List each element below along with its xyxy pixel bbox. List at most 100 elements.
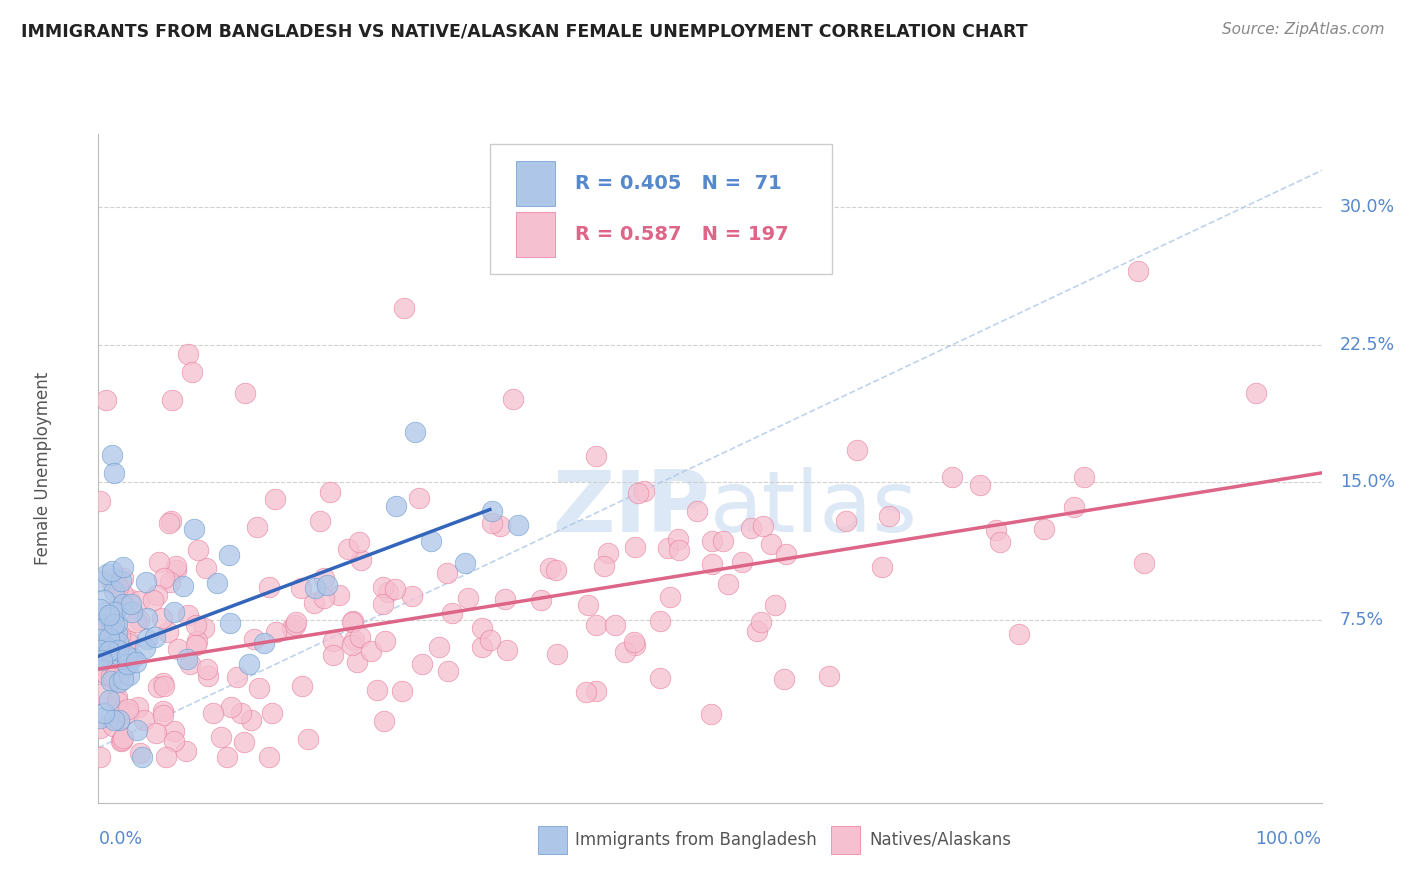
Point — [152, 704, 174, 718]
Point — [238, 657, 260, 671]
Point — [108, 714, 131, 728]
Point — [183, 523, 205, 537]
Point — [100, 669, 122, 683]
Point — [90, 574, 112, 588]
Point — [328, 588, 350, 602]
Point — [613, 645, 636, 659]
Point — [162, 605, 184, 619]
Point — [245, 520, 267, 534]
Point — [135, 574, 157, 589]
Point — [385, 499, 408, 513]
Point — [657, 541, 679, 556]
Point — [89, 650, 111, 665]
Point — [91, 643, 114, 657]
Point — [666, 533, 689, 547]
Point — [471, 640, 494, 654]
Point — [89, 616, 111, 631]
Point — [111, 560, 134, 574]
Point — [165, 563, 187, 577]
Point — [100, 564, 122, 578]
Point — [103, 714, 125, 728]
Point — [877, 509, 900, 524]
Point — [152, 676, 174, 690]
Point — [343, 633, 366, 648]
Point — [585, 684, 607, 698]
Point — [1128, 264, 1150, 278]
Point — [97, 644, 120, 658]
Point — [127, 723, 149, 738]
Point — [89, 721, 111, 735]
Point — [107, 675, 129, 690]
Point — [89, 648, 111, 663]
Point — [97, 640, 120, 655]
Point — [322, 634, 344, 648]
Point — [546, 647, 568, 661]
Point — [349, 630, 371, 644]
Point — [90, 622, 112, 636]
Point — [253, 636, 276, 650]
Point — [747, 624, 769, 639]
Point — [717, 577, 740, 591]
Point — [184, 638, 207, 652]
Point — [342, 615, 364, 629]
Point — [312, 591, 335, 605]
Point — [290, 581, 312, 595]
Point — [347, 534, 370, 549]
Point — [436, 664, 458, 678]
Point — [481, 504, 503, 518]
Point — [264, 625, 287, 640]
Point — [508, 517, 530, 532]
Point — [440, 606, 463, 620]
Point — [229, 706, 252, 720]
Text: Source: ZipAtlas.com: Source: ZipAtlas.com — [1222, 22, 1385, 37]
Point — [374, 634, 396, 648]
Point — [132, 713, 155, 727]
Point — [427, 640, 450, 655]
Point — [148, 555, 170, 569]
Point — [538, 560, 561, 574]
Text: 7.5%: 7.5% — [1340, 610, 1384, 629]
Point — [108, 652, 131, 666]
Point — [723, 172, 745, 186]
Text: 22.5%: 22.5% — [1340, 335, 1395, 353]
Point — [118, 591, 141, 606]
Point — [193, 621, 215, 635]
Point — [322, 648, 344, 662]
Point — [574, 685, 596, 699]
Point — [155, 750, 177, 764]
Point — [226, 670, 249, 684]
Point — [817, 669, 839, 683]
Text: IMMIGRANTS FROM BANGLADESH VS NATIVE/ALASKAN FEMALE UNEMPLOYMENT CORRELATION CHA: IMMIGRANTS FROM BANGLADESH VS NATIVE/ALA… — [21, 22, 1028, 40]
Point — [391, 684, 413, 698]
Point — [152, 571, 174, 585]
Point — [117, 636, 139, 650]
Point — [593, 558, 616, 573]
Point — [197, 669, 219, 683]
Point — [633, 483, 655, 498]
Point — [360, 644, 382, 658]
FancyBboxPatch shape — [516, 161, 555, 206]
Point — [749, 615, 772, 629]
Point — [97, 607, 120, 622]
Point — [145, 725, 167, 739]
Point — [1063, 500, 1085, 515]
Point — [162, 392, 184, 407]
Point — [96, 668, 118, 682]
Point — [89, 601, 111, 615]
Point — [152, 708, 174, 723]
Point — [195, 662, 218, 676]
Point — [377, 585, 399, 599]
Point — [105, 690, 128, 704]
Point — [219, 616, 242, 631]
Point — [111, 597, 134, 611]
Point — [104, 605, 127, 619]
Point — [115, 649, 138, 664]
Point — [134, 641, 156, 656]
Point — [110, 733, 132, 747]
Point — [366, 683, 388, 698]
Point — [373, 714, 395, 729]
Point — [150, 611, 173, 625]
Point — [242, 632, 264, 647]
FancyBboxPatch shape — [831, 826, 860, 854]
Point — [105, 626, 128, 640]
